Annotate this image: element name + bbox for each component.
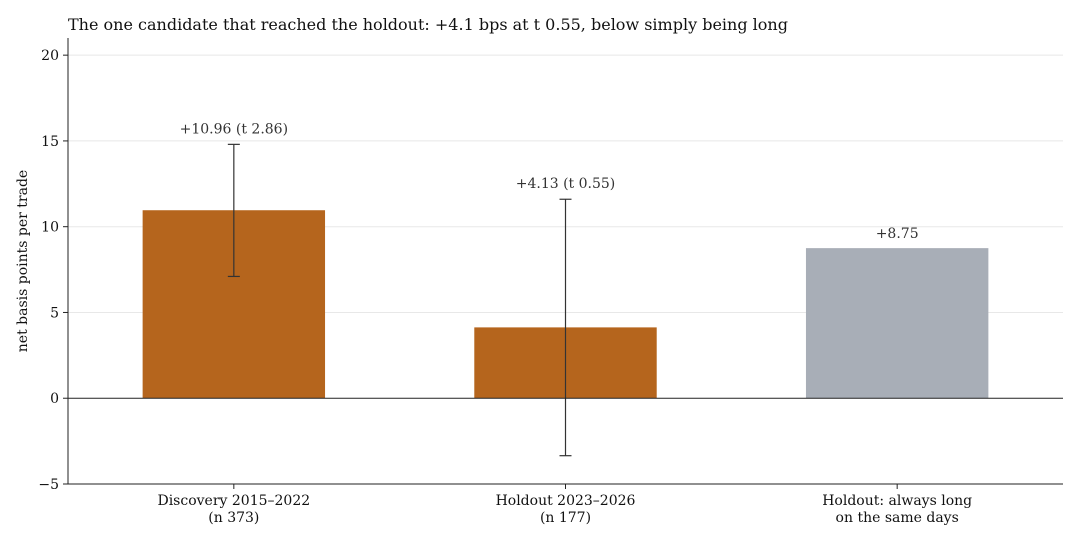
x-category-label: (n 177) [540,510,591,526]
y-axis-label: net basis points per trade [15,170,31,352]
data-label: +8.75 [876,226,919,242]
y-tick-label: 20 [41,48,59,64]
data-labels: +10.96 (t 2.86) +4.13 (t 0.55) +8.75 [180,121,919,242]
x-category-label: on the same days [836,510,959,526]
error-bars [227,143,572,457]
chart-title: The one candidate that reached the holdo… [68,15,788,34]
y-tick-label: 5 [50,305,59,321]
y-tick-label: −5 [38,477,59,493]
y-tick-label: 0 [50,391,59,407]
x-category-label: Discovery 2015–2022 [157,493,310,509]
x-category-label: Holdout: always long [822,493,972,509]
y-tick-label: 15 [41,134,59,150]
x-category-labels: Discovery 2015–2022(n 373) Holdout 2023–2… [157,484,972,526]
y-tick-label: 10 [41,220,59,236]
data-label: +4.13 (t 0.55) [516,176,616,192]
bar [805,248,989,399]
y-ticks: −5 0 5 10 15 20 [38,48,68,493]
x-category-label: Holdout 2023–2026 [496,493,636,509]
data-label: +10.96 (t 2.86) [180,121,288,137]
x-category-label: (n 373) [208,510,259,526]
